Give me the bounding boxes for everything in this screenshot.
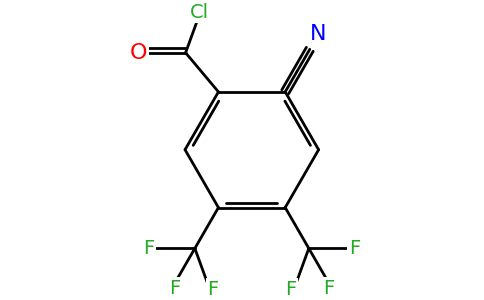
Text: Cl: Cl	[190, 2, 209, 22]
Text: F: F	[169, 279, 181, 298]
Text: N: N	[310, 24, 327, 44]
Text: F: F	[323, 279, 334, 298]
Text: F: F	[285, 280, 296, 299]
Text: F: F	[208, 280, 219, 299]
Text: O: O	[130, 43, 147, 63]
Text: F: F	[143, 239, 154, 258]
Text: F: F	[349, 239, 361, 258]
